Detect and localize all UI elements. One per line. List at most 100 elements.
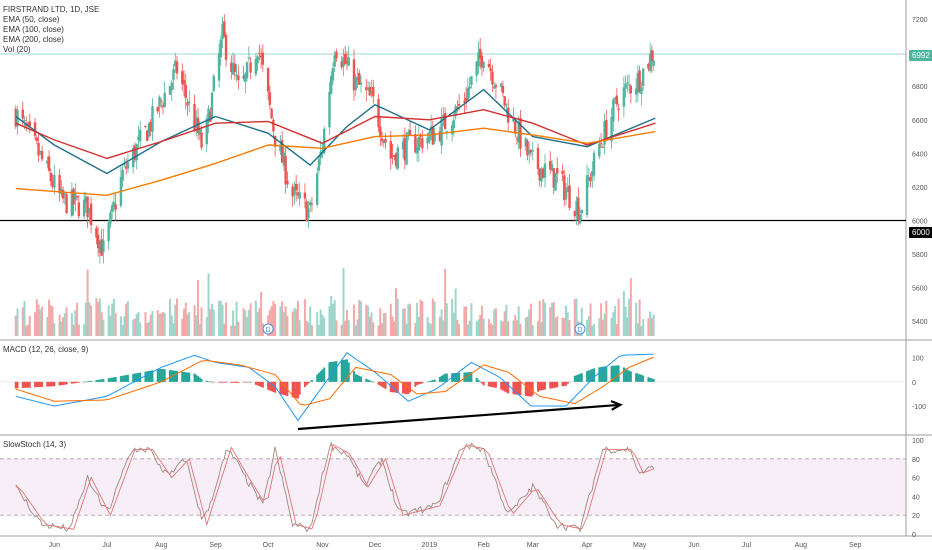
volume-bar [605, 300, 608, 336]
macd-histogram-bar [223, 381, 226, 383]
volume-bar [468, 320, 471, 336]
candle-body [456, 107, 459, 109]
volume-bar [519, 323, 522, 336]
candle-body [340, 61, 343, 68]
macd-histogram-bar [610, 365, 613, 382]
volume-bar [635, 302, 638, 336]
candle-body [40, 150, 44, 160]
candle-body [431, 126, 435, 145]
volume-bar [526, 316, 529, 336]
volume-bar [601, 319, 604, 336]
ema100-legend[interactable]: EMA (100, close) [3, 25, 64, 34]
macd-histogram-bar [367, 379, 370, 382]
macd-histogram-bar [293, 381, 296, 398]
candle-body [333, 55, 336, 67]
candle-body [507, 107, 510, 123]
volume-bar [628, 298, 631, 336]
macd-histogram-bar [197, 376, 200, 382]
ema50-legend[interactable]: EMA (50, close) [3, 15, 60, 24]
candle-body [109, 212, 112, 224]
candle-body [494, 85, 498, 88]
candle-body [72, 188, 75, 205]
volume-bar [503, 311, 506, 336]
candle-body [470, 76, 473, 86]
volume-bar [426, 316, 429, 336]
candle-body [137, 136, 140, 140]
candle-body [550, 164, 554, 171]
macd-histogram-bar [601, 366, 604, 382]
candle-body [377, 99, 380, 128]
volume-bar [230, 325, 233, 336]
volume-bar [573, 299, 576, 336]
macd-histogram-bar [151, 370, 154, 382]
candle-body [452, 119, 456, 128]
macd-histogram-bar [23, 381, 26, 388]
volume-bar [626, 317, 629, 336]
candle-body [219, 39, 223, 57]
ema200-legend[interactable]: EMA (200, close) [3, 35, 64, 44]
macd-histogram-bar [158, 369, 161, 382]
candle-body [286, 180, 289, 185]
candle-body [589, 176, 592, 182]
macd-histogram-bar [577, 374, 580, 382]
candle-body [82, 199, 86, 217]
macd-histogram-bar [319, 371, 322, 382]
volume-bar [260, 291, 263, 336]
volume-bar [221, 304, 224, 336]
candle-body [429, 126, 433, 134]
candle-body [124, 166, 128, 169]
volume-bar [317, 324, 320, 336]
macd-histogram-bar [62, 381, 65, 385]
volume-bar [431, 298, 434, 336]
candle-body [244, 73, 247, 82]
volume-bar [286, 316, 289, 336]
candle-body [196, 117, 200, 133]
macd-histogram-bar [281, 381, 284, 395]
volume-bar [114, 313, 117, 336]
macd-histogram-bar [72, 381, 75, 384]
candle-body [482, 62, 485, 69]
candle-body [61, 190, 65, 199]
candle-body [487, 63, 491, 68]
volume-bar [652, 314, 655, 336]
macd-histogram-bar [198, 377, 201, 382]
candle-body [578, 214, 582, 224]
macd-histogram-bar [112, 377, 115, 382]
macd-histogram-bar [519, 381, 522, 396]
macd-histogram-bar [27, 381, 30, 388]
macd-histogram-bar [466, 372, 469, 382]
macd-histogram-bar [317, 372, 320, 382]
symbol-title[interactable]: FIRSTRAND LTD, 1D, JSE [3, 5, 100, 14]
volume-bar [111, 303, 114, 336]
macd-label[interactable]: MACD (12, 26, close, 9) [3, 345, 89, 354]
time-tick-label: Jun [688, 542, 699, 549]
macd-histogram-bar [454, 373, 457, 382]
volume-bar [218, 300, 221, 336]
volume-bar [41, 306, 44, 336]
macd-histogram-bar [405, 381, 408, 394]
dividend-marker-icon [574, 323, 586, 335]
macd-histogram-bar [393, 381, 396, 393]
candle-body [98, 241, 102, 253]
macd-histogram-bar [83, 381, 86, 383]
macd-histogram-bar [628, 370, 631, 382]
macd-histogram-bar [591, 369, 594, 382]
candle-body [592, 152, 596, 176]
volume-bar [552, 302, 555, 336]
volume-bar [575, 298, 578, 336]
candle-body [186, 102, 189, 106]
candle-body [529, 149, 533, 153]
macd-histogram-bar [163, 369, 166, 382]
macd-histogram-bar [212, 381, 215, 383]
time-tick-label: Oct [263, 542, 274, 549]
candle-body [480, 55, 484, 68]
stoch-label[interactable]: SlowStoch (14, 3) [3, 440, 67, 449]
volume-bar [417, 316, 420, 336]
volume-bar [309, 306, 312, 336]
volume-bar [514, 315, 517, 336]
candle-body [647, 63, 650, 69]
candle-body [563, 175, 566, 200]
volume-legend[interactable]: Vol (20) [3, 45, 31, 54]
macd-histogram-bar [482, 381, 485, 386]
